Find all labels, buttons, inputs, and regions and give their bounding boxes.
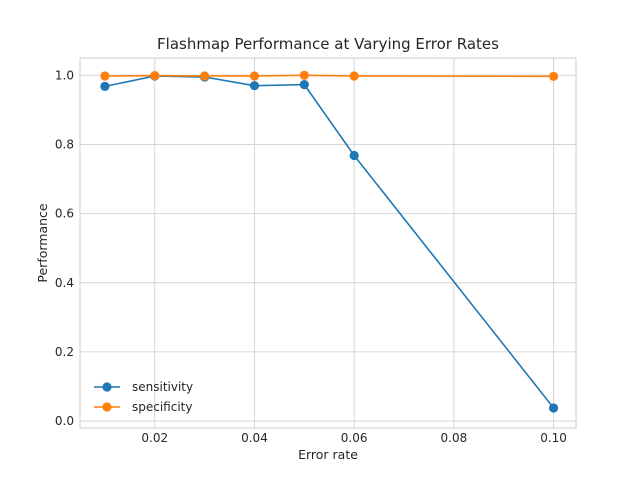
x-axis-label: Error rate [298,447,358,462]
x-tick-label: 0.06 [341,431,368,445]
series-line [104,74,554,78]
data-point [299,70,309,80]
y-tick-label: 0.8 [55,137,74,151]
data-point [349,71,359,81]
data-point [548,71,559,81]
y-axis-ticks: 0.0 0.2 0.4 0.6 0.8 1.0 [55,68,74,428]
legend: sensitivity specificity [94,380,193,414]
series [100,70,559,413]
y-tick-label: 0.0 [55,414,74,428]
series-specificity [100,70,559,81]
data-point [349,150,359,161]
legend-marker [102,382,112,392]
plot-frame [79,57,577,429]
x-tick-label: 0.08 [441,431,468,445]
grid [80,58,576,428]
series-sensitivity [100,71,559,413]
data-point [249,81,260,91]
data-point [100,71,110,81]
data-point [548,403,559,413]
legend-item-sensitivity: sensitivity [94,380,193,394]
y-tick-label: 0.6 [55,207,74,221]
y-tick-label: 0.4 [55,276,74,290]
legend-item-specificity: specificity [94,400,192,414]
x-tick-label: 0.04 [241,431,268,445]
data-point [200,71,210,81]
y-axis-label: Performance [35,203,50,283]
x-tick-label: 0.02 [141,431,168,445]
legend-marker [102,402,112,412]
y-tick-label: 1.0 [55,68,74,82]
x-axis-ticks: 0.02 0.04 0.06 0.08 0.10 [141,431,567,445]
data-point [150,71,160,81]
data-point [100,81,110,91]
chart-title: Flashmap Performance at Varying Error Ra… [157,35,499,53]
data-point [249,71,260,81]
series-line [104,75,555,409]
data-point [299,80,309,90]
legend-label: sensitivity [132,380,193,394]
y-tick-label: 0.2 [55,345,74,359]
legend-label: specificity [132,400,192,414]
x-tick-label: 0.10 [540,431,567,445]
